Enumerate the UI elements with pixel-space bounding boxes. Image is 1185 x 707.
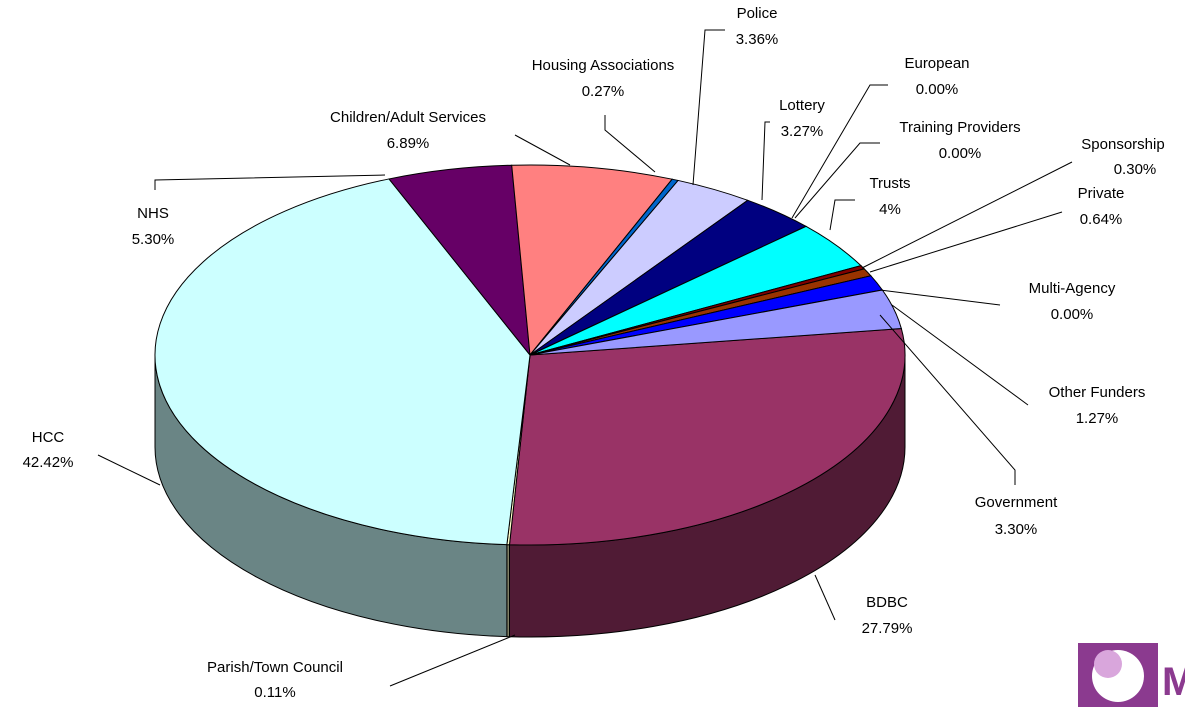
leader-line [692, 29, 725, 186]
pie-slice [511, 164, 674, 357]
leader-line [879, 289, 1001, 306]
slice-value: 3.36% [736, 31, 779, 48]
slice-label: Sponsorship [1081, 136, 1164, 153]
slice-value: 42.42% [23, 454, 74, 471]
leader-line [814, 574, 836, 621]
slice-value: 0.00% [916, 81, 959, 98]
slice-value: 1.27% [1076, 410, 1119, 427]
slice-label: HCC [32, 429, 65, 446]
slice-label: BDBC [866, 594, 908, 611]
logo: M [1075, 640, 1185, 707]
leader-line [604, 115, 656, 173]
slice-value: 0.11% [254, 684, 295, 701]
slice-label: Police [737, 5, 778, 22]
logo-text: M [1162, 660, 1185, 704]
slice-value: 5.30% [132, 231, 175, 248]
leader-line [794, 142, 880, 219]
slice-label: European [904, 55, 969, 72]
leader-line [879, 314, 1016, 485]
leader-line [869, 211, 1063, 273]
leader-line [514, 134, 571, 166]
slice-value: 3.30% [995, 521, 1038, 538]
leader-line [389, 634, 516, 687]
slice-label: Private [1078, 185, 1125, 202]
slice-value: 6.89% [387, 135, 430, 152]
pie-slice [508, 328, 906, 546]
leader-line [891, 304, 1029, 406]
slice-value: 0.64% [1080, 211, 1123, 228]
logo-dot [1094, 650, 1122, 678]
slice-label: Trusts [869, 175, 910, 192]
leader-line [861, 161, 1073, 269]
slice-value: 0.27% [582, 83, 625, 100]
slice-label: Parish/Town Council [207, 659, 343, 676]
slice-value: 27.79% [862, 620, 913, 637]
slice-value: 4% [879, 201, 901, 218]
leader-line [829, 199, 855, 231]
slice-label: Other Funders [1049, 384, 1146, 401]
slice-value: 0.00% [1051, 306, 1094, 323]
slice-label: Housing Associations [532, 57, 675, 74]
slice-label: Government [975, 494, 1058, 511]
slice-label: Multi-Agency [1029, 280, 1116, 297]
slice-label: Children/Adult Services [330, 109, 486, 126]
pie-slice [154, 178, 531, 546]
slice-label: Training Providers [899, 119, 1020, 136]
leader-line [97, 454, 161, 486]
slice-label: NHS [137, 205, 169, 222]
leader-line [791, 84, 888, 219]
pie [154, 164, 906, 638]
slice-value: 0.00% [939, 145, 982, 162]
slice-label: Lottery [779, 97, 825, 114]
slice-value: 3.27% [781, 123, 824, 140]
labels: BDBC 27.79% Parish/Town Council 0.11% HCC 42.… [23, 5, 1165, 701]
leader-line [154, 174, 386, 190]
leader-line [761, 121, 770, 201]
slice-value: 0.30% [1114, 161, 1157, 178]
